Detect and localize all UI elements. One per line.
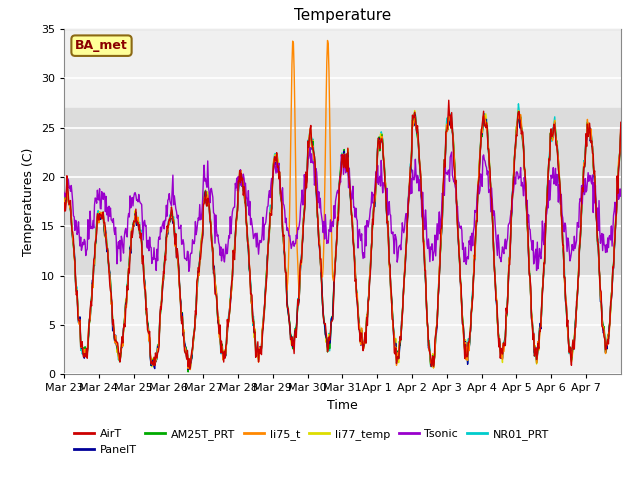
Legend: AirT, PanelT, AM25T_PRT, li75_t, li77_temp, Tsonic, NR01_PRT: AirT, PanelT, AM25T_PRT, li75_t, li77_te… (70, 425, 553, 459)
Title: Temperature: Temperature (294, 9, 391, 24)
Bar (64, 108, 621, 276)
Text: BA_met: BA_met (75, 39, 128, 52)
Y-axis label: Temperatures (C): Temperatures (C) (22, 147, 35, 256)
X-axis label: Time: Time (327, 399, 358, 412)
